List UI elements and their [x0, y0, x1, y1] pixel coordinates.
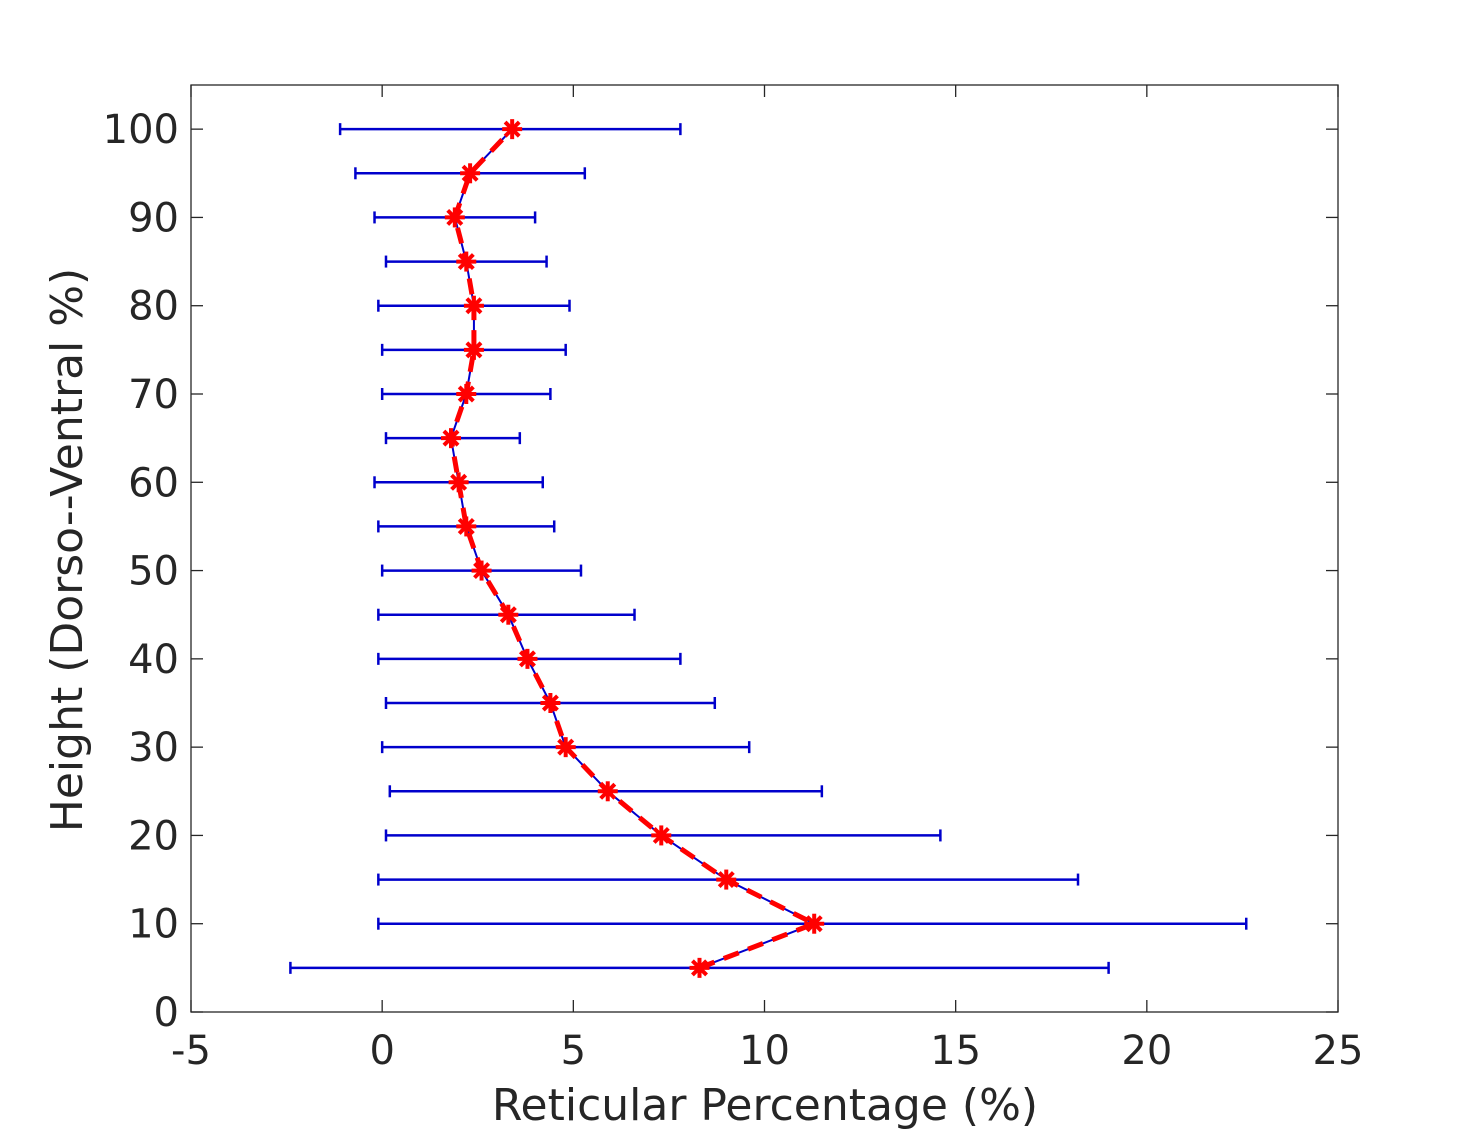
y-tick-label: 0 [154, 990, 179, 1036]
x-tick-label: 25 [1313, 1028, 1364, 1074]
data-point-stroke [518, 650, 536, 668]
data-point-stroke [473, 562, 491, 580]
x-tick-label: 0 [369, 1028, 394, 1074]
data-point-stroke [465, 297, 483, 315]
data-point-stroke [450, 473, 468, 491]
data-point [460, 163, 481, 184]
y-tick-label: 80 [128, 284, 179, 330]
data-point-stroke [652, 826, 670, 844]
data-point-stroke [446, 208, 464, 226]
data-point-stroke [557, 738, 575, 756]
data-point [716, 869, 737, 890]
data-point [517, 648, 538, 669]
y-tick-label: 20 [128, 813, 179, 859]
data-point [463, 295, 484, 316]
data-point [651, 825, 672, 846]
y-tick-label: 90 [128, 195, 179, 241]
y-tick-label: 50 [128, 549, 179, 595]
data-point [804, 913, 825, 934]
data-point-stroke [457, 385, 475, 403]
data-point [502, 119, 523, 140]
data-point [440, 428, 461, 449]
data-point [456, 251, 477, 272]
y-tick-label: 40 [128, 637, 179, 683]
y-tick-label: 60 [128, 460, 179, 506]
data-point-stroke [442, 429, 460, 447]
y-axis-label: Height (Dorso--Ventral %) [42, 268, 93, 832]
data-point [555, 737, 576, 758]
data-point [498, 604, 519, 625]
x-tick-label: -5 [171, 1028, 211, 1074]
data-point [456, 516, 477, 537]
data-point-stroke [499, 606, 517, 624]
x-tick-label: 20 [1121, 1028, 1172, 1074]
data-point-stroke [599, 782, 617, 800]
data-point [463, 339, 484, 360]
data-point-stroke [461, 164, 479, 182]
x-tick-label: 15 [930, 1028, 981, 1074]
data-point [471, 560, 492, 581]
y-tick-label: 70 [128, 372, 179, 418]
data-point-stroke [717, 871, 735, 889]
data-point [540, 693, 561, 713]
data-point [456, 384, 477, 404]
x-axis-label: Reticular Percentage (%) [492, 1080, 1038, 1131]
data-point-stroke [541, 694, 559, 712]
y-tick-label: 10 [128, 902, 179, 948]
y-tick-label: 30 [128, 725, 179, 771]
data-point [444, 207, 465, 228]
data-point-stroke [457, 253, 475, 271]
data-point-stroke [465, 341, 483, 359]
data-point-stroke [457, 517, 475, 535]
data-point [689, 957, 710, 978]
data-point-stroke [805, 915, 823, 933]
y-tick-label: 100 [103, 107, 179, 153]
data-point [597, 781, 618, 802]
data-point-stroke [691, 959, 708, 977]
data-point [448, 472, 469, 493]
data-point-stroke [503, 120, 521, 138]
x-tick-label: 10 [739, 1028, 790, 1074]
x-tick-label: 5 [561, 1028, 586, 1074]
